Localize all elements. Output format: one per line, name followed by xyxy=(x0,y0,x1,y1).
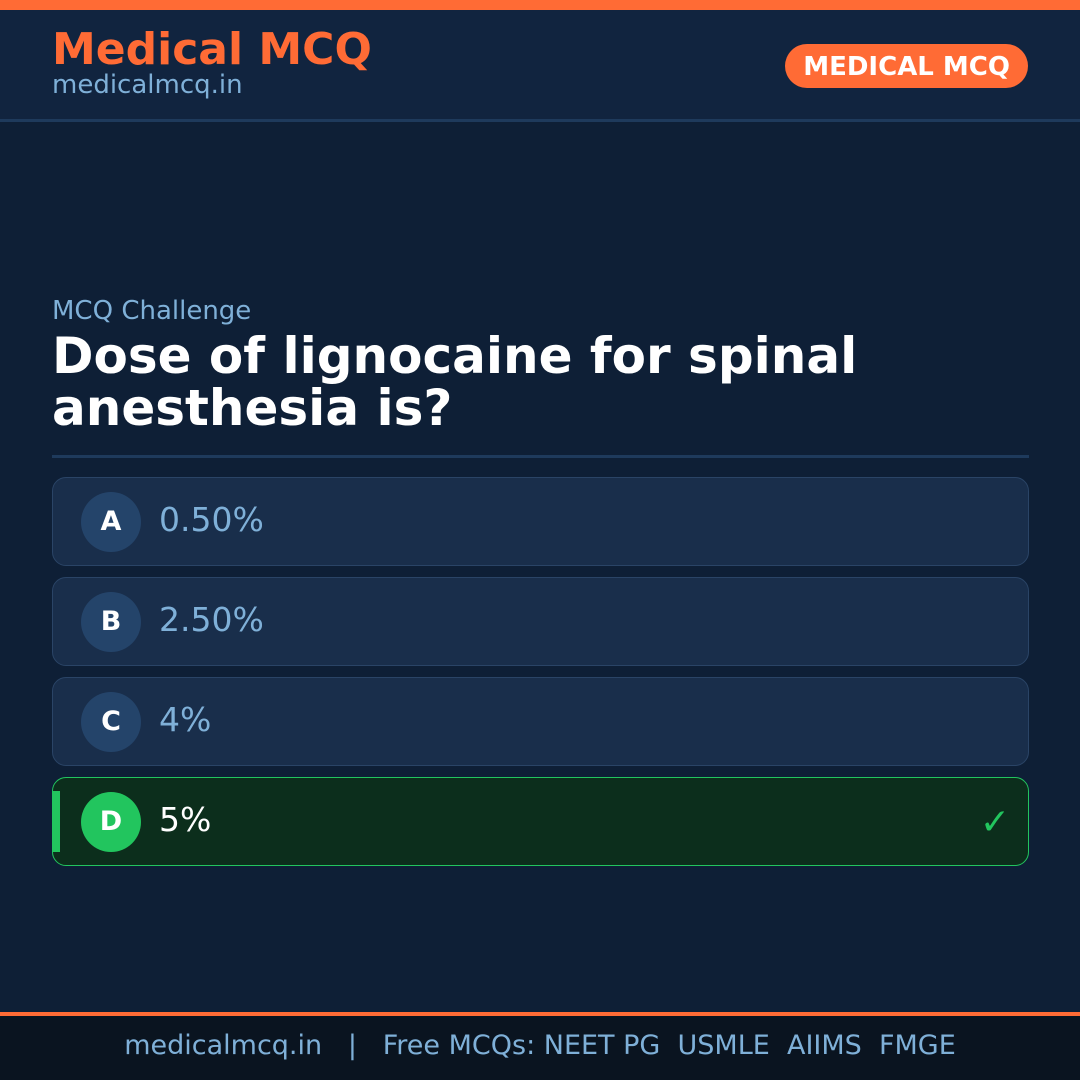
accent-bar xyxy=(0,0,1080,10)
option-letter: C xyxy=(81,692,141,752)
kicker: MCQ Challenge xyxy=(52,296,252,326)
site-url: medicalmcq.in xyxy=(52,70,243,100)
option-text: 2.50% xyxy=(159,600,264,639)
option-text: 0.50% xyxy=(159,500,264,539)
option-letter: A xyxy=(81,492,141,552)
question-text: Dose of lignocaine for spinal anesthesia… xyxy=(52,327,858,437)
option-d-correct[interactable]: D 5% ✓ xyxy=(52,777,1029,866)
option-text: 4% xyxy=(159,700,212,739)
option-b[interactable]: B 2.50% xyxy=(52,577,1029,666)
option-c[interactable]: C 4% xyxy=(52,677,1029,766)
check-icon: ✓ xyxy=(979,802,1010,843)
option-letter: D xyxy=(81,792,141,852)
correct-indicator-bar xyxy=(52,791,60,852)
category-badge: MEDICAL MCQ xyxy=(785,44,1028,88)
option-text: 5% xyxy=(159,800,212,839)
brand-title: Medical MCQ xyxy=(52,24,372,75)
option-a[interactable]: A 0.50% xyxy=(52,477,1029,566)
option-letter: B xyxy=(81,592,141,652)
divider xyxy=(52,455,1029,458)
footer: medicalmcq.in | Free MCQs: NEET PG USMLE… xyxy=(0,1012,1080,1080)
header: Medical MCQ medicalmcq.in MEDICAL MCQ xyxy=(0,10,1080,122)
